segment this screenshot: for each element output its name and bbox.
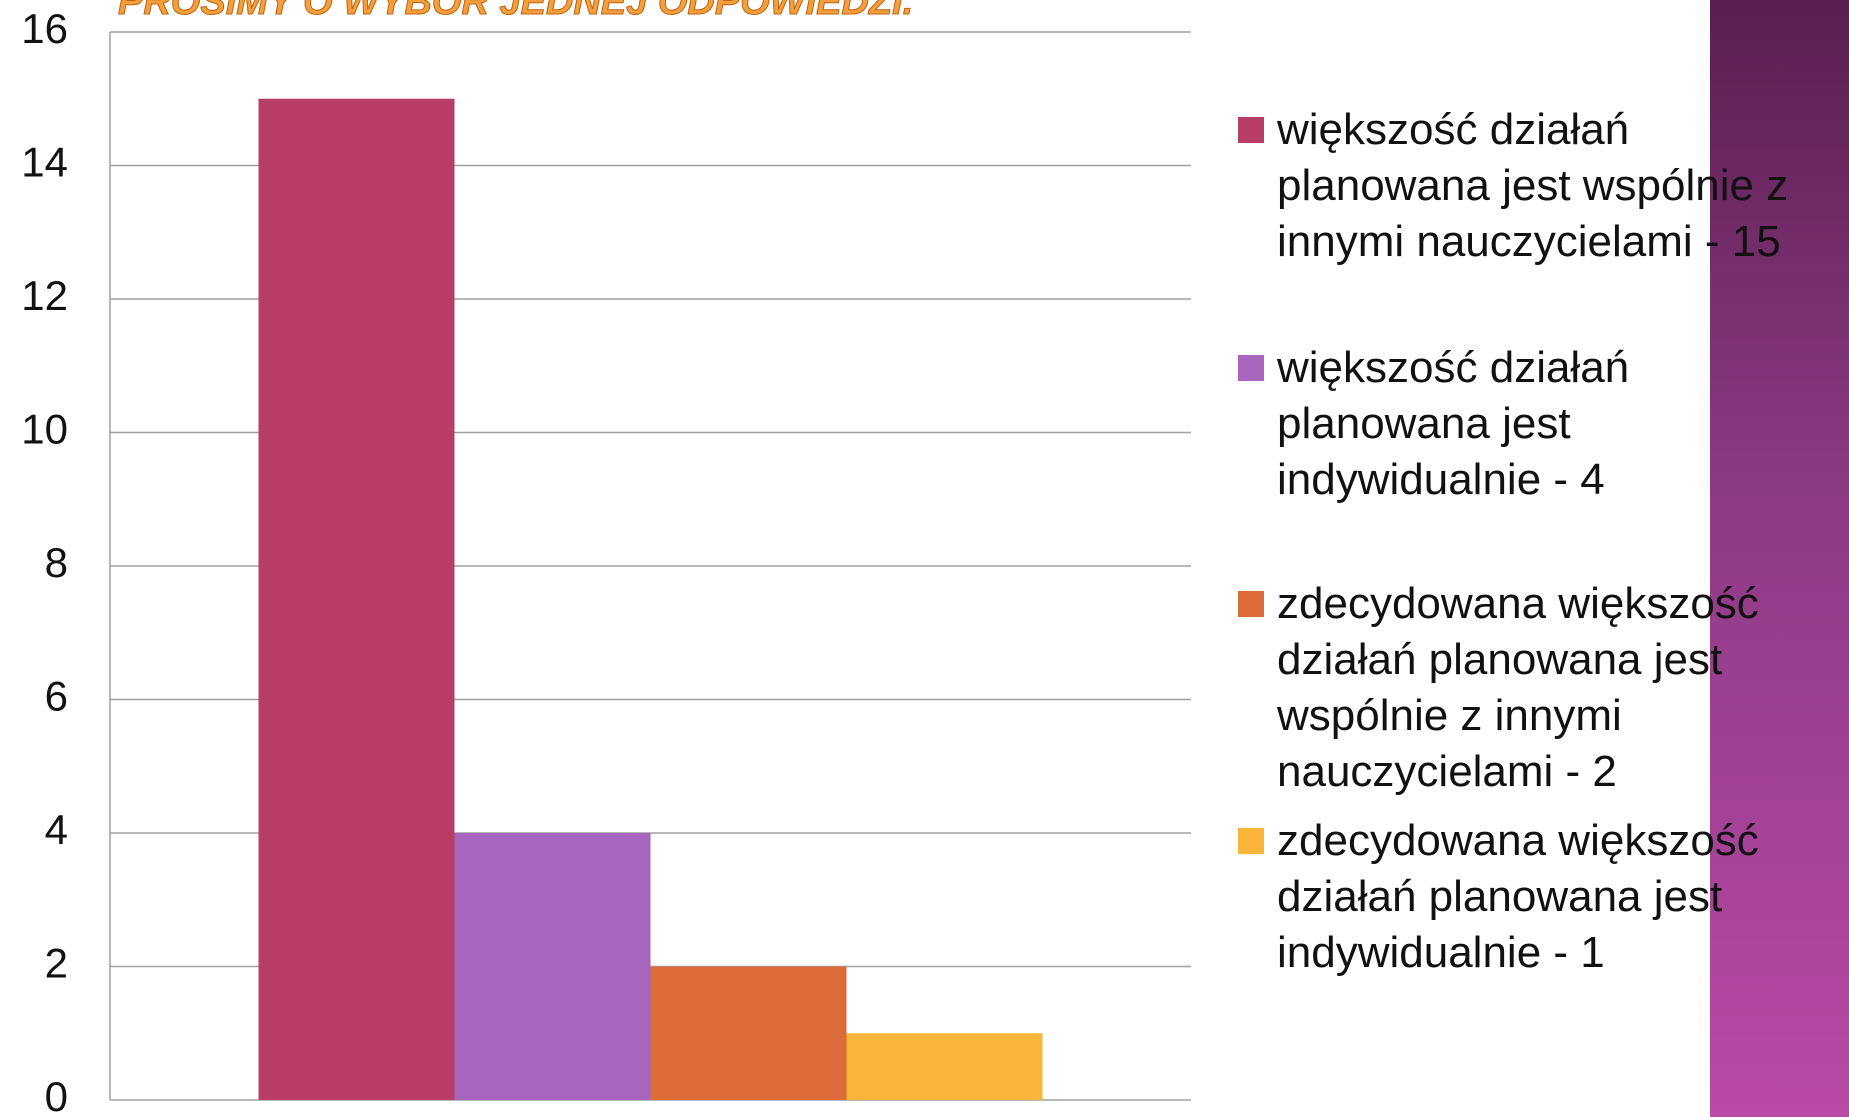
y-tick-label: 0 <box>45 1073 68 1117</box>
y-tick-label: 16 <box>21 5 68 52</box>
y-tick-label: 14 <box>21 139 68 186</box>
chart-title: PROSIMY O WYBÓR JEDNEJ ODPOWIEDZI. <box>118 0 913 23</box>
bar <box>454 833 651 1100</box>
y-tick-label: 10 <box>21 406 68 453</box>
legend-swatch <box>1238 117 1264 143</box>
decorative-band <box>1710 0 1849 1117</box>
legend-label: zdecydowana większość działań planowana … <box>1277 579 1759 796</box>
y-tick-label: 2 <box>45 940 68 987</box>
bar <box>258 98 455 1100</box>
legend-label: zdecydowana większość działań planowana … <box>1277 816 1759 977</box>
legend-swatch <box>1238 355 1264 381</box>
y-tick-label: 6 <box>45 673 68 720</box>
legend-swatch <box>1238 828 1264 854</box>
y-tick-label: 12 <box>21 272 68 319</box>
legend-swatch <box>1238 591 1264 617</box>
y-tick-label: 4 <box>45 806 68 853</box>
legend-label: większość działań planowana jest indywid… <box>1277 343 1630 504</box>
bar <box>846 1033 1043 1100</box>
y-tick-label: 8 <box>45 539 68 586</box>
legend-label: większość działań planowana jest wspólni… <box>1277 105 1789 266</box>
bar <box>650 966 847 1100</box>
